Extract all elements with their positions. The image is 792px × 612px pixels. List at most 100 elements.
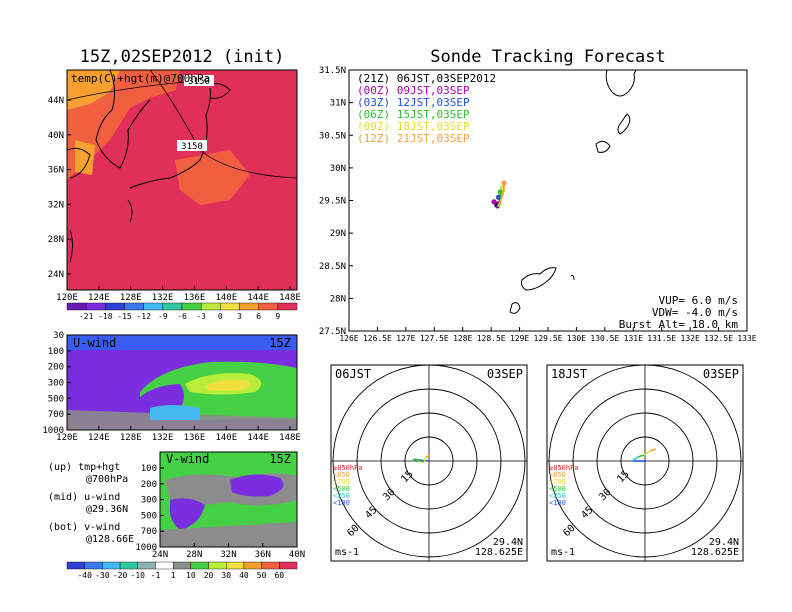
- polar-date: 03SEP: [703, 367, 739, 381]
- colorbar-swatch: [190, 561, 209, 570]
- colorbar-swatch: [200, 302, 221, 311]
- left-title: 15Z,02SEP2012 (init): [80, 47, 285, 67]
- v-wind-panel: V-wind 15Z 100 200 300 500 700 1000 24N 28N 32N…: [66, 451, 305, 580]
- polar-level-label: <250: [549, 492, 566, 500]
- y-tick-label: 700: [141, 527, 157, 537]
- colorbar-label: -30: [95, 571, 110, 580]
- temp-frame: [66, 69, 298, 291]
- track-bg: [349, 70, 747, 331]
- note-bot-1: (bot) v-wind: [48, 522, 120, 533]
- colorbar-swatch: [124, 302, 144, 311]
- polar-level-label: ≥850hPa: [333, 464, 363, 472]
- wind-vector: [425, 454, 431, 458]
- x-tick-label: 132.5E: [704, 334, 733, 343]
- polar-level-label: <700: [333, 478, 350, 486]
- x-tick-label: 128E: [453, 334, 472, 343]
- note-mid-1: (mid) u-wind: [48, 492, 120, 503]
- colorbar-swatch: [137, 561, 156, 570]
- u-band-top: [67, 335, 297, 350]
- track-legend-entry: (03Z) 12JST,03SEP: [357, 96, 470, 109]
- colorbar-swatch: [261, 561, 280, 570]
- x-tick-label: 132E: [681, 334, 700, 343]
- y-tick-label: 29N: [330, 229, 346, 239]
- param-burst: Burst Alt= 18.0 km: [619, 318, 739, 331]
- u-y-axis: 30 100 200 300 500 700 1000: [42, 331, 71, 436]
- colorbar-swatch: [258, 302, 279, 311]
- polar-level-label: <850: [333, 471, 350, 479]
- y-tick-label: 36N: [48, 166, 64, 176]
- colorbar-swatch: [105, 302, 125, 311]
- y-tick-label: 100: [48, 347, 64, 357]
- polar-time: 06JST: [335, 367, 371, 381]
- x-tick-label: 126E: [339, 334, 358, 343]
- colorbar-swatch: [239, 302, 259, 311]
- wind-vector: [649, 448, 657, 452]
- v-y-axis: 100 200 300 500 700 1000: [135, 464, 164, 553]
- x-tick-label: 129E: [510, 334, 529, 343]
- x-tick-label: 148E: [279, 293, 301, 303]
- warm-region-pacific: [175, 150, 250, 205]
- y-tick-label: 31N: [330, 99, 346, 109]
- colorbar-label: -15: [117, 312, 132, 321]
- y-tick-label: 1000: [42, 426, 64, 436]
- note-mid-2: @29.36N: [86, 504, 128, 515]
- x-tick-label: 140E: [215, 433, 237, 443]
- y-tick-label: 28N: [48, 235, 64, 245]
- y-tick-label: 500: [141, 511, 157, 521]
- y-tick-label: 28N: [330, 294, 346, 304]
- polar-lon: 128.625E: [691, 547, 739, 558]
- right-title: Sonde Tracking Forecast: [430, 47, 665, 67]
- track-point: [491, 199, 497, 205]
- colorbar-label: -10: [131, 571, 146, 580]
- x-tick-label: 124E: [88, 433, 110, 443]
- colorbar-swatch: [220, 302, 240, 311]
- x-tick-label: 40N: [289, 550, 305, 560]
- colorbar-label: 0: [218, 312, 223, 321]
- track-point: [498, 203, 502, 206]
- temp-colorbar: -21 -18 -15 -12 -9 -6 -3 0 3 6 9: [66, 302, 298, 321]
- note-up-2: @700hPa: [86, 474, 128, 485]
- y-tick-label: 29.5N: [319, 197, 346, 207]
- polar-unit: ms-1: [551, 547, 575, 558]
- colorbar-swatch: [102, 561, 121, 570]
- polar-level-label: <100: [549, 499, 566, 507]
- colorbar-swatch: [162, 302, 183, 311]
- track-legend-entry: (12Z) 21JST,03SEP: [357, 132, 470, 145]
- x-tick-label: 140E: [215, 293, 237, 303]
- x-tick-label: 133E: [737, 334, 756, 343]
- y-tick-label: 300: [141, 496, 157, 506]
- param-vdw: VDW= -4.0 m/s: [652, 306, 738, 319]
- track-point: [497, 189, 503, 195]
- contour-label-box-2: [184, 75, 214, 86]
- x-tick-label: 131E: [624, 334, 643, 343]
- colorbar-label: -18: [98, 312, 113, 321]
- x-tick-label: 130.5E: [590, 334, 619, 343]
- colorbar-label: 30: [221, 571, 231, 580]
- temp-x-axis: 120E 124E 128E 132E 136E 140E 144E 148E: [56, 286, 301, 303]
- colorbar-label: -1: [151, 571, 161, 580]
- y-tick-label: 31.5N: [319, 66, 346, 76]
- track-legend-entry: (21Z) 06JST,03SEP2012: [357, 72, 496, 85]
- u-x-axis: 120E 124E 128E 132E 136E 140E 144E 148E: [56, 426, 301, 443]
- u-wind-panel: U-wind 15Z 30 100 200 300 500 700 1000 120E 124…: [42, 331, 301, 443]
- y-tick-label: 27.5N: [319, 327, 346, 337]
- colorbar-swatch: [119, 561, 138, 570]
- y-tick-label: 30N: [330, 164, 346, 174]
- polar-lon: 128.625E: [475, 547, 523, 558]
- colorbar-swatch: [66, 561, 85, 570]
- colorbar-label: -6: [177, 312, 187, 321]
- polar-level-label: <500: [333, 485, 350, 493]
- v-x-axis: 24N 28N 32N 36N 40N: [152, 543, 305, 560]
- x-tick-label: 28N: [186, 550, 202, 560]
- x-tick-label: 124E: [88, 293, 110, 303]
- polar-level-label: <100: [333, 499, 350, 507]
- x-tick-label: 127.5E: [420, 334, 449, 343]
- x-tick-label: 32N: [220, 550, 236, 560]
- x-tick-label: 131.5E: [647, 334, 676, 343]
- x-tick-label: 144E: [247, 293, 269, 303]
- colorbar-label: 40: [239, 571, 249, 580]
- x-tick-label: 128E: [120, 433, 142, 443]
- colorbar-label: 10: [186, 571, 196, 580]
- param-vup: VUP= 6.0 m/s: [659, 294, 738, 307]
